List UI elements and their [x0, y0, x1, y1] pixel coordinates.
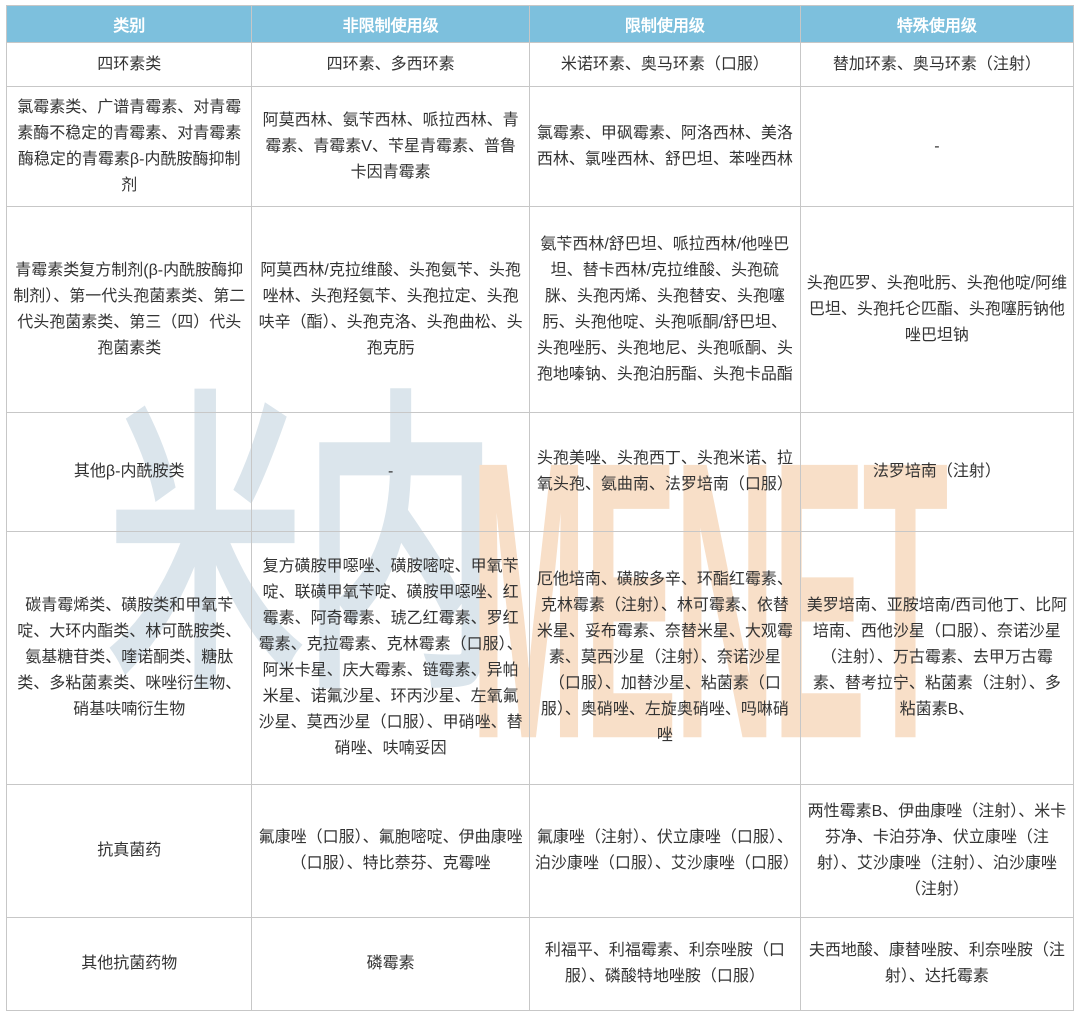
- table-cell: 氟康唑（注射）、伏立康唑（口服）、泊沙康唑（口服）、艾沙康唑（口服）: [528, 784, 801, 918]
- page: 米内 MENET 类别 非限制使用级 限制使用级 特殊使用级 四环素类 四环素、…: [5, 5, 1075, 1011]
- table-row: 其他抗菌药物 磷霉素 利福平、利福霉素、利奈唑胺（口服）、磷酸特地唑胺（口服） …: [5, 917, 1075, 1011]
- table-cell: 美罗培南、亚胺培南/西司他丁、比阿培南、西他沙星（口服）、奈诺沙星（注射）、万古…: [799, 531, 1075, 785]
- table-cell: 其他抗菌药物: [5, 917, 253, 1011]
- table-row: 抗真菌药 氟康唑（口服）、氟胞嘧啶、伊曲康唑（口服）、特比萘芬、克霉唑 氟康唑（…: [5, 784, 1075, 918]
- header-row: 类别 非限制使用级 限制使用级 特殊使用级: [5, 5, 1075, 43]
- table-cell: 头孢美唑、头孢西丁、头孢米诺、拉氧头孢、氨曲南、法罗培南（口服）: [528, 412, 801, 532]
- table-cell: 利福平、利福霉素、利奈唑胺（口服）、磷酸特地唑胺（口服）: [528, 917, 801, 1011]
- column-header-category: 类别: [5, 5, 253, 43]
- table-cell: -: [251, 412, 530, 532]
- column-header-nonrestricted: 非限制使用级: [251, 5, 530, 43]
- table-cell: 头孢匹罗、头孢吡肟、头孢他啶/阿维巴坦、头孢托仑匹酯、头孢噻肟钠他唑巴坦钠: [799, 206, 1075, 413]
- table-cell: 阿莫西林、氨苄西林、哌拉西林、青霉素、青霉素V、苄星青霉素、普鲁卡因青霉素: [251, 86, 530, 207]
- table-row: 其他β-内酰胺类 - 头孢美唑、头孢西丁、头孢米诺、拉氧头孢、氨曲南、法罗培南（…: [5, 412, 1075, 532]
- table-row: 碳青霉烯类、磺胺类和甲氧苄啶、大环内酯类、林可酰胺类、氨基糖苷类、喹诺酮类、糖肽…: [5, 531, 1075, 785]
- table-row: 氯霉素类、广谱青霉素、对青霉素酶不稳定的青霉素、对青霉素酶稳定的青霉素β-内酰胺…: [5, 86, 1075, 207]
- table-cell: 夫西地酸、康替唑胺、利奈唑胺（注射）、达托霉素: [799, 917, 1075, 1011]
- column-header-special: 特殊使用级: [799, 5, 1075, 43]
- table-cell: 氨苄西林/舒巴坦、哌拉西林/他唑巴坦、替卡西林/克拉维酸、头孢硫脒、头孢丙烯、头…: [528, 206, 801, 413]
- table-cell: 其他β-内酰胺类: [5, 412, 253, 532]
- table-cell: 氯霉素类、广谱青霉素、对青霉素酶不稳定的青霉素、对青霉素酶稳定的青霉素β-内酰胺…: [5, 86, 253, 207]
- table-cell: 厄他培南、磺胺多辛、环酯红霉素、克林霉素（注射）、林可霉素、依替米星、妥布霉素、…: [528, 531, 801, 785]
- table-cell: 替加环素、奥马环素（注射）: [799, 42, 1075, 87]
- table-cell: 两性霉素B、伊曲康唑（注射）、米卡芬净、卡泊芬净、伏立康唑（注射）、艾沙康唑（注…: [799, 784, 1075, 918]
- table-cell: 法罗培南（注射）: [799, 412, 1075, 532]
- table-cell: 阿莫西林/克拉维酸、头孢氨苄、头孢唑林、头孢羟氨苄、头孢拉定、头孢呋辛（酯）、头…: [251, 206, 530, 413]
- table-cell: 四环素类: [5, 42, 253, 87]
- table-row: 青霉素类复方制剂(β-内酰胺酶抑制剂）、第一代头孢菌素类、第二代头孢菌素类、第三…: [5, 206, 1075, 413]
- table-cell: 青霉素类复方制剂(β-内酰胺酶抑制剂）、第一代头孢菌素类、第二代头孢菌素类、第三…: [5, 206, 253, 413]
- table-cell: 氯霉素、甲砜霉素、阿洛西林、美洛西林、氯唑西林、舒巴坦、苯唑西林: [528, 86, 801, 207]
- antibiotic-classification-table: 类别 非限制使用级 限制使用级 特殊使用级 四环素类 四环素、多西环素 米诺环素…: [5, 5, 1075, 1011]
- table-cell: -: [799, 86, 1075, 207]
- table-cell: 磷霉素: [251, 917, 530, 1011]
- table-cell: 复方磺胺甲噁唑、磺胺嘧啶、甲氧苄啶、联磺甲氧苄啶、磺胺甲噁唑、红霉素、阿奇霉素、…: [251, 531, 530, 785]
- table-cell: 抗真菌药: [5, 784, 253, 918]
- table-row: 四环素类 四环素、多西环素 米诺环素、奥马环素（口服） 替加环素、奥马环素（注射…: [5, 42, 1075, 87]
- table-cell: 米诺环素、奥马环素（口服）: [528, 42, 801, 87]
- table-cell: 碳青霉烯类、磺胺类和甲氧苄啶、大环内酯类、林可酰胺类、氨基糖苷类、喹诺酮类、糖肽…: [5, 531, 253, 785]
- table-cell: 氟康唑（口服）、氟胞嘧啶、伊曲康唑（口服）、特比萘芬、克霉唑: [251, 784, 530, 918]
- table-cell: 四环素、多西环素: [251, 42, 530, 87]
- column-header-restricted: 限制使用级: [528, 5, 801, 43]
